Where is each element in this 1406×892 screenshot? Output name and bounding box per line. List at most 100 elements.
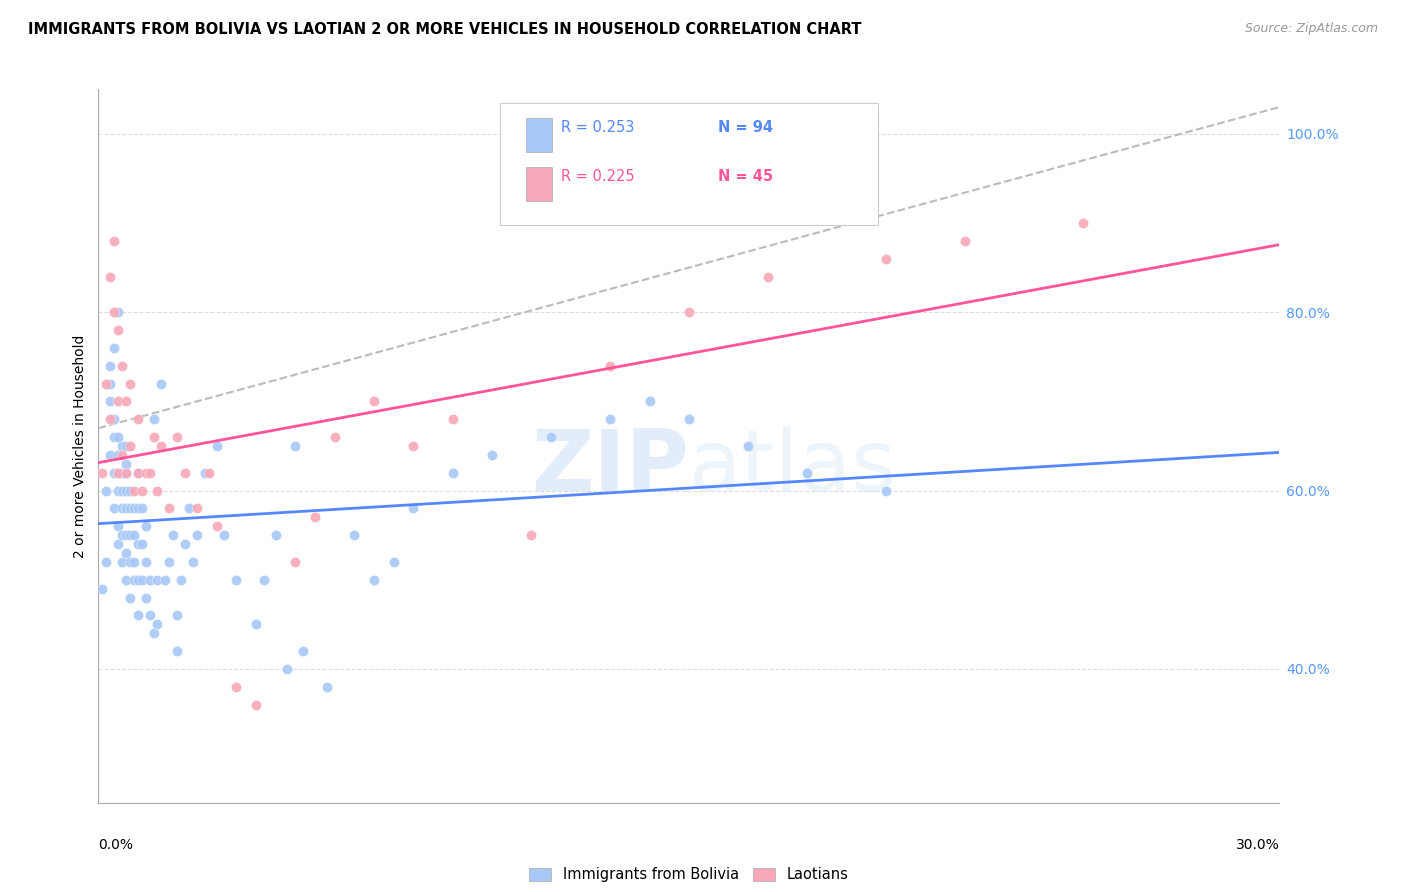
Point — [107, 430, 129, 444]
Point — [205, 439, 228, 453]
Point — [91, 466, 114, 480]
Point — [264, 528, 287, 542]
Point — [138, 466, 160, 480]
Point — [127, 608, 149, 623]
Point — [343, 528, 366, 542]
Point — [135, 555, 157, 569]
FancyBboxPatch shape — [501, 103, 877, 225]
Point — [181, 555, 204, 569]
Point — [127, 573, 149, 587]
Point — [197, 466, 219, 480]
Point — [98, 269, 121, 284]
Point — [363, 573, 385, 587]
Point — [107, 483, 129, 498]
Point — [363, 394, 385, 409]
Point — [111, 501, 134, 516]
Point — [142, 412, 165, 426]
Point — [103, 501, 125, 516]
Point — [304, 510, 326, 524]
Point — [118, 528, 141, 542]
Point — [98, 394, 121, 409]
Point — [98, 376, 121, 391]
Point — [107, 305, 129, 319]
Point — [115, 439, 138, 453]
Point — [150, 376, 173, 391]
Point — [138, 573, 160, 587]
Point — [157, 501, 180, 516]
Text: N = 94: N = 94 — [718, 120, 773, 136]
Point — [127, 537, 149, 551]
Point — [103, 305, 125, 319]
Point — [146, 483, 169, 498]
Point — [150, 439, 173, 453]
Point — [111, 528, 134, 542]
Point — [127, 466, 149, 480]
Point — [98, 412, 121, 426]
Point — [1071, 216, 1094, 230]
FancyBboxPatch shape — [526, 118, 553, 152]
Point — [118, 376, 141, 391]
Point — [174, 537, 197, 551]
Point — [111, 555, 134, 569]
Text: Source: ZipAtlas.com: Source: ZipAtlas.com — [1244, 22, 1378, 36]
Point — [118, 591, 141, 605]
Point — [111, 483, 134, 498]
Point — [599, 359, 621, 373]
Y-axis label: 2 or more Vehicles in Household: 2 or more Vehicles in Household — [73, 334, 87, 558]
Point — [122, 573, 145, 587]
Point — [103, 430, 125, 444]
Point — [131, 537, 153, 551]
Point — [177, 501, 200, 516]
Point — [111, 466, 134, 480]
Point — [122, 528, 145, 542]
Point — [382, 555, 405, 569]
Point — [115, 394, 138, 409]
Point — [292, 644, 315, 658]
Point — [245, 698, 267, 712]
Point — [205, 519, 228, 533]
Point — [131, 573, 153, 587]
Point — [174, 466, 197, 480]
Point — [194, 466, 217, 480]
Point — [131, 483, 153, 498]
Point — [146, 573, 169, 587]
Point — [103, 234, 125, 248]
Point — [166, 644, 188, 658]
Point — [135, 591, 157, 605]
Text: 30.0%: 30.0% — [1236, 838, 1279, 853]
Point — [107, 519, 129, 533]
Point — [796, 466, 818, 480]
Point — [96, 483, 118, 498]
Point — [520, 528, 543, 542]
Point — [103, 412, 125, 426]
Point — [115, 466, 138, 480]
Point — [107, 466, 129, 480]
Point — [96, 555, 118, 569]
Text: IMMIGRANTS FROM BOLIVIA VS LAOTIAN 2 OR MORE VEHICLES IN HOUSEHOLD CORRELATION C: IMMIGRANTS FROM BOLIVIA VS LAOTIAN 2 OR … — [28, 22, 862, 37]
Point — [157, 555, 180, 569]
Point — [118, 483, 141, 498]
Point — [122, 555, 145, 569]
Point — [441, 466, 464, 480]
Point — [118, 501, 141, 516]
Text: ZIP: ZIP — [531, 425, 689, 509]
FancyBboxPatch shape — [526, 167, 553, 202]
Point — [127, 466, 149, 480]
Point — [98, 359, 121, 373]
Point — [115, 528, 138, 542]
Text: 0.0%: 0.0% — [98, 838, 134, 853]
Point — [111, 359, 134, 373]
Point — [284, 439, 307, 453]
Point — [166, 608, 188, 623]
Point — [118, 555, 141, 569]
Point — [142, 430, 165, 444]
Point — [245, 617, 267, 632]
Point — [131, 501, 153, 516]
Point — [638, 394, 661, 409]
Point — [115, 457, 138, 471]
Point — [107, 394, 129, 409]
Point — [107, 323, 129, 337]
Point — [953, 234, 976, 248]
Point — [323, 430, 346, 444]
Point — [103, 341, 125, 355]
